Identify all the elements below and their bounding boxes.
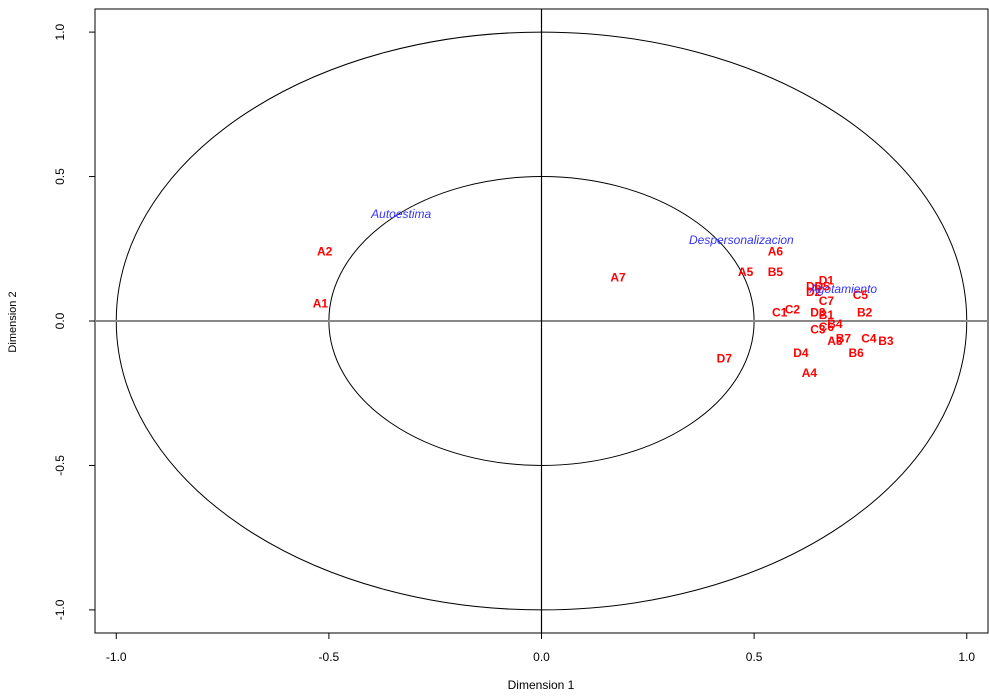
point-label-a1: A1: [313, 297, 329, 311]
point-label-b5: B5: [768, 265, 784, 279]
point-label-c2: C2: [785, 302, 801, 316]
y-tick-label: 1.0: [53, 23, 67, 40]
y-tick-label: -1.0: [53, 599, 67, 620]
point-label-a4: A4: [802, 366, 818, 380]
point-label-a5: A5: [738, 265, 754, 279]
point-label-b3: B3: [878, 334, 894, 348]
x-tick-label: -0.5: [319, 650, 340, 664]
x-tick-label: 1.0: [958, 650, 975, 664]
variable-label-autoestima: Autoestima: [370, 207, 431, 221]
y-tick-label: 0.5: [53, 168, 67, 185]
reference-lines: [95, 9, 988, 633]
point-label-d1: D1: [819, 274, 835, 288]
point-label-d3: D3: [810, 305, 826, 319]
point-label-b7: B7: [836, 331, 852, 345]
x-tick-label: 0.0: [533, 650, 550, 664]
x-axis-label: Dimension 1: [508, 678, 575, 692]
point-label-a6: A6: [768, 245, 784, 259]
y-axis: -1.0 -0.5 0.0 0.5 1.0: [53, 23, 95, 620]
point-label-c3: C3: [810, 323, 826, 337]
point-label-a3: A3: [827, 334, 843, 348]
point-label-b1: B1: [819, 308, 835, 322]
point-label-d7: D7: [717, 352, 733, 366]
point-label-b4: B4: [827, 317, 843, 331]
point-label-c5: C5: [853, 288, 869, 302]
y-tick-label: -0.5: [53, 455, 67, 476]
point-label-c4: C4: [861, 331, 877, 345]
point-label-a2: A2: [317, 245, 333, 259]
y-axis-label: Dimension 2: [7, 291, 19, 352]
x-axis: -1.0 -0.5 0.0 0.5 1.0: [106, 633, 975, 664]
point-label-d4: D4: [793, 346, 809, 360]
point-label-a7: A7: [610, 271, 626, 285]
point-label-d5: D5: [814, 279, 830, 293]
variable-label-despersonalizacion: Despersonalizacion: [689, 233, 794, 247]
y-tick-label: 0.0: [53, 312, 67, 329]
variable-label-agotamiento: Agotamiento: [809, 282, 878, 296]
point-label-b2: B2: [857, 305, 873, 319]
point-label-c6: C6: [819, 320, 835, 334]
x-tick-label: -1.0: [106, 650, 127, 664]
point-label-d6: D6: [806, 279, 822, 293]
point-label-c7: C7: [819, 294, 835, 308]
x-tick-label: 0.5: [746, 650, 763, 664]
point-label-d2: D2: [806, 285, 822, 299]
point-label-b6: B6: [849, 346, 865, 360]
point-label-c1: C1: [772, 305, 788, 319]
